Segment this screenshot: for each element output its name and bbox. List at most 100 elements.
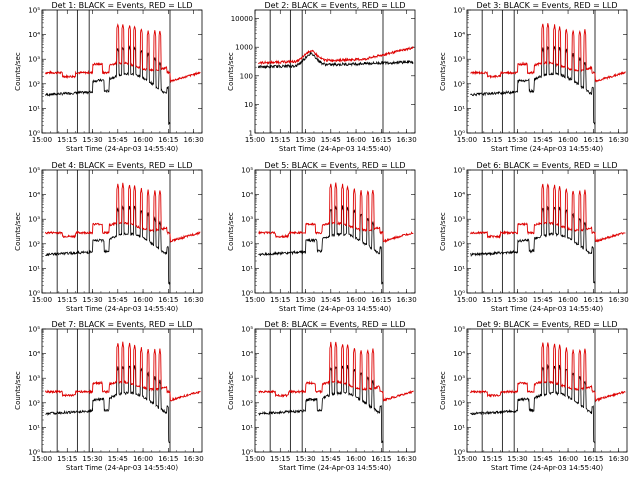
y-tick-label: 10²: [28, 399, 40, 407]
x-tick-label: 16:30: [608, 455, 628, 463]
x-tick-label: 16:00: [133, 136, 153, 144]
y-tick-label: 10⁰: [241, 290, 253, 298]
y-axis-label: Counts/sec: [439, 371, 447, 410]
y-tick-label: 10⁵: [241, 326, 253, 334]
series-lld-line: [44, 182, 201, 243]
y-tick-label: 10⁰: [28, 290, 40, 298]
series-events-line: [45, 365, 170, 444]
x-tick-label: 15:00: [245, 136, 265, 144]
y-tick-label: 10⁰: [28, 130, 40, 138]
x-tick-label: 16:30: [608, 136, 628, 144]
series-events-line: [258, 51, 414, 70]
y-tick-label: 10⁰: [453, 130, 465, 138]
y-tick-label: 1: [249, 130, 253, 138]
y-tick-label: 10: [244, 101, 253, 109]
x-tick-label: 15:00: [32, 455, 52, 463]
y-tick-label: 10²: [28, 80, 40, 88]
y-tick-label: 10²: [28, 240, 40, 248]
x-tick-label: 15:00: [457, 296, 477, 304]
y-tick-label: 10⁴: [28, 350, 40, 358]
plot-frame: [466, 9, 628, 134]
y-tick-label: 10²: [241, 240, 253, 248]
chart-panel-6: Det 6: BLACK = Events, RED = LLD 15:00 15:…: [439, 161, 629, 313]
series-events-line: [45, 205, 171, 285]
x-tick-label: 15:30: [507, 296, 527, 304]
x-tick-label: 15:15: [270, 455, 290, 463]
y-tick-label: 10³: [28, 56, 40, 64]
x-tick-label: 16:15: [158, 455, 178, 463]
y-tick-label: 10³: [28, 216, 40, 224]
y-tick-label: 10³: [28, 375, 40, 383]
y-tick-label: 10²: [453, 399, 465, 407]
y-axis-label: Counts/sec: [439, 212, 447, 251]
series-lld-line: [470, 23, 626, 83]
x-tick-label: 16:30: [608, 296, 628, 304]
y-tick-label: 10⁵: [28, 7, 40, 15]
x-axis-label: Start Time (24-Apr-03 14:55:40): [279, 464, 391, 472]
x-tick-label: 15:30: [507, 455, 527, 463]
chart-panel-1: Det 1: BLACK = Events, RED = LLD 15:00 15:…: [14, 1, 204, 153]
x-tick-label: 16:30: [183, 136, 203, 144]
series-lld-line: [469, 342, 626, 403]
y-tick-label: 10¹: [28, 265, 40, 273]
y-tick-label: 10⁴: [453, 31, 465, 39]
y-tick-label: 10⁵: [453, 167, 465, 175]
x-tick-label: 16:15: [583, 455, 603, 463]
y-tick-label: 10⁵: [28, 167, 40, 175]
chart-panel-7: Det 7: BLACK = Events, RED = LLD 15:00 15:…: [14, 320, 204, 472]
chart-title: Det 7: BLACK = Events, RED = LLD: [52, 320, 193, 329]
y-tick-label: 10³: [453, 375, 465, 383]
series-events-line: [470, 45, 596, 125]
x-tick-label: 15:45: [321, 455, 341, 463]
chart-panel-4: Det 4: BLACK = Events, RED = LLD 15:00 15:…: [14, 161, 204, 313]
series-lld-line: [44, 23, 201, 84]
plot-frame: [41, 328, 203, 453]
series-events-line: [470, 205, 596, 284]
y-tick-label: 10¹: [28, 105, 40, 113]
series-lld-line: [258, 182, 414, 244]
chart-panel-5: Det 5: BLACK = Events, RED = LLD 15:00 15:…: [227, 161, 417, 313]
x-tick-label: 16:15: [371, 455, 391, 463]
chart-title: Det 3: BLACK = Events, RED = LLD: [477, 1, 618, 10]
x-tick-label: 16:00: [346, 455, 366, 463]
x-tick-label: 15:30: [507, 136, 527, 144]
chart-panel-3: Det 3: BLACK = Events, RED = LLD 15:00 15:…: [439, 1, 629, 153]
chart-title: Det 8: BLACK = Events, RED = LLD: [265, 320, 406, 329]
y-tick-label: 1000: [235, 44, 253, 52]
chart-title: Det 2: BLACK = Events, RED = LLD: [265, 1, 406, 10]
x-tick-label: 15:15: [57, 296, 77, 304]
x-tick-label: 15:00: [457, 136, 477, 144]
x-tick-label: 16:15: [371, 136, 391, 144]
y-tick-label: 10¹: [241, 424, 253, 432]
y-tick-label: 10³: [241, 216, 253, 224]
plot-frame: [254, 9, 416, 134]
y-tick-label: 10000: [231, 15, 253, 23]
y-tick-label: 10⁴: [241, 191, 253, 199]
x-tick-label: 16:30: [183, 296, 203, 304]
x-tick-label: 16:15: [158, 136, 178, 144]
x-tick-label: 15:45: [321, 136, 341, 144]
y-tick-label: 10¹: [28, 424, 40, 432]
x-tick-label: 15:30: [295, 136, 315, 144]
plot-frame: [254, 328, 416, 453]
x-tick-label: 16:00: [346, 296, 366, 304]
x-tick-label: 16:30: [183, 455, 203, 463]
plot-frame: [466, 169, 628, 294]
x-tick-label: 15:00: [32, 136, 52, 144]
x-tick-label: 15:30: [82, 455, 102, 463]
x-tick-label: 15:15: [482, 136, 502, 144]
x-tick-label: 15:15: [57, 136, 77, 144]
series-lld-line: [45, 341, 201, 402]
x-tick-label: 15:45: [108, 136, 128, 144]
y-tick-label: 10⁴: [453, 350, 465, 358]
x-tick-label: 15:30: [82, 296, 102, 304]
x-axis-label: Start Time (24-Apr-03 14:55:40): [491, 145, 603, 153]
plot-frame: [41, 169, 203, 294]
y-tick-label: 10³: [241, 375, 253, 383]
x-axis-label: Start Time (24-Apr-03 14:55:40): [491, 305, 603, 313]
y-axis-label: Counts/sec: [439, 52, 447, 91]
y-tick-label: 10⁴: [241, 350, 253, 358]
x-tick-label: 16:00: [558, 136, 578, 144]
